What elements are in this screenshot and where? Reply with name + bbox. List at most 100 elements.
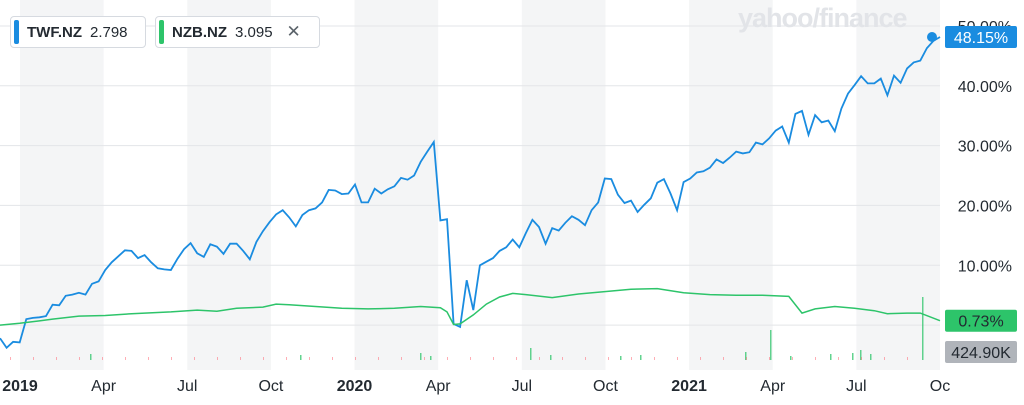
volume-bar [90, 354, 92, 360]
volume-bar [33, 357, 34, 360]
x-axis-labels: 2019 Apr Jul Oct 2020 Apr Jul Oct 2021 Apr Jul Oc [2, 378, 950, 395]
volume-bar [770, 330, 772, 360]
x-tick-label: Apr [760, 378, 786, 395]
period-band [521, 0, 606, 370]
volume-bars [10, 297, 924, 360]
period-band [689, 0, 773, 370]
volume-bar [907, 357, 908, 360]
nzb-price: 3.095 [235, 23, 273, 41]
volume-bar [171, 357, 172, 360]
volume-bar [401, 357, 402, 360]
twf-value-badge-bg [945, 26, 1017, 49]
volume-bar [217, 357, 218, 360]
volume-bar [56, 357, 57, 360]
x-tick-label: Oct [593, 378, 618, 395]
volume-bar [723, 357, 724, 360]
volume-bar [769, 357, 770, 360]
volume-bar [860, 350, 862, 360]
volume-bar [922, 297, 924, 360]
volume-bar [286, 357, 287, 360]
volume-bar [700, 357, 701, 360]
volume-bar [332, 357, 333, 360]
volume-bar [745, 352, 747, 360]
volume-bar [300, 355, 302, 360]
x-tick-label: Jul [512, 378, 532, 395]
volume-value-badge-bg [945, 341, 1017, 363]
volume-bar [516, 357, 517, 360]
volume-bar [125, 357, 126, 360]
volume-bar [424, 357, 425, 360]
x-tick-label: Apr [426, 378, 452, 395]
volume-bar [378, 357, 379, 360]
twf-value-badge: 48.15% [954, 30, 1008, 47]
y-tick-label: 10.00% [958, 258, 1012, 275]
volume-bar [493, 357, 494, 360]
volume-bar [148, 357, 149, 360]
nzb-color-swatch [159, 20, 164, 44]
volume-bar [102, 357, 103, 360]
volume-bar [562, 357, 563, 360]
nzb-value-badge: 0.73% [958, 314, 1003, 331]
legend-chip-twf[interactable]: TWF.NZ 2.798 [10, 16, 146, 48]
volume-bar [790, 356, 792, 360]
volume-bar [830, 354, 832, 360]
volume-bar [870, 354, 872, 360]
volume-bar [550, 355, 552, 360]
y-axis-labels: 10.00%20.00%30.00%40.00%50.00% [958, 19, 1012, 275]
x-tick-label: 2021 [671, 378, 707, 395]
twf-series-line [0, 36, 941, 350]
x-tick-label: Oc [930, 378, 950, 395]
volume-bar [608, 357, 609, 360]
series-lines [0, 32, 941, 350]
twf-last-point [927, 32, 937, 43]
twf-symbol: TWF.NZ [27, 23, 82, 41]
volume-bar [884, 357, 885, 360]
volume-bar [792, 357, 793, 360]
x-tick-label: 2020 [337, 378, 373, 395]
volume-bar [585, 357, 586, 360]
y-tick-label: 20.00% [958, 198, 1012, 215]
close-icon[interactable]: ✕ [286, 22, 301, 41]
volume-bar [240, 357, 241, 360]
nzb-series-line [0, 287, 941, 326]
volume-bar [620, 356, 622, 360]
volume-bar [861, 357, 862, 360]
volume-bar [746, 357, 747, 360]
volume-bar [677, 357, 678, 360]
volume-bar [539, 357, 540, 360]
volume-bar [263, 357, 264, 360]
nzb-value-badge-bg [945, 309, 1017, 332]
volume-bar [470, 357, 471, 360]
x-tick-label: Jul [177, 378, 197, 395]
volume-bar [654, 357, 655, 360]
volume-bar [430, 356, 432, 360]
volume-bar [631, 357, 632, 360]
twf-color-swatch [14, 20, 19, 44]
alternating-period-bands [20, 0, 940, 370]
last-value-badges: 48.15% 0.73% 424.90K [945, 26, 1017, 363]
y-tick-label: 40.00% [958, 79, 1012, 96]
x-tick-label: 2019 [2, 378, 38, 395]
period-band [187, 0, 271, 370]
yahoo-finance-logo: yahoo/finance [738, 3, 908, 33]
horizontal-gridlines [0, 25, 940, 326]
volume-bar [838, 357, 839, 360]
volume-bar [852, 353, 854, 360]
x-tick-label: Apr [91, 378, 117, 395]
volume-bar [447, 357, 448, 360]
period-band [856, 0, 940, 370]
volume-bar [640, 355, 642, 360]
x-tick-label: Oct [258, 378, 283, 395]
x-tick-label: Jul [846, 378, 866, 395]
volume-bar [355, 357, 356, 360]
twf-price: 2.798 [89, 23, 128, 41]
volume-bar [10, 357, 11, 360]
nzb-symbol: NZB.NZ [172, 23, 227, 41]
volume-bar [79, 357, 80, 360]
volume-bar [530, 348, 532, 360]
legend-chip-nzb[interactable]: NZB.NZ 3.095 ✕ [155, 16, 320, 48]
y-tick-label: 30.00% [958, 139, 1012, 156]
volume-value-badge: 424.90K [951, 345, 1011, 362]
